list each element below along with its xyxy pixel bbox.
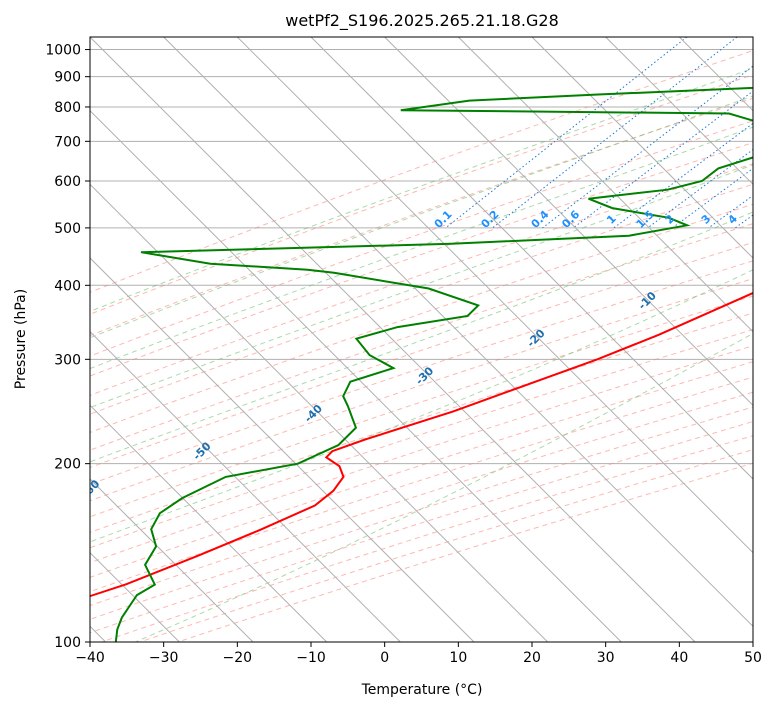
x-tick-label: 40 <box>670 650 688 666</box>
x-axis-ticks: −40 −30 −20 −10 0 10 20 30 40 50 <box>75 642 762 666</box>
x-tick-label: 50 <box>744 650 762 666</box>
x-tick-label: 30 <box>597 650 615 666</box>
y-tick-label: 300 <box>54 352 81 368</box>
x-tick-label: −10 <box>296 650 326 666</box>
y-tick-label: 900 <box>54 70 81 86</box>
y-tick-label: 400 <box>54 278 81 294</box>
plot-area <box>90 37 753 642</box>
x-tick-label: −20 <box>223 650 253 666</box>
x-axis-label: Temperature (°C) <box>361 682 483 698</box>
y-tick-label: 600 <box>54 174 81 190</box>
chart-title: wetPf2_S196.2025.265.21.18.G28 <box>285 11 559 31</box>
y-tick-label: 1000 <box>45 43 81 59</box>
x-tick-label: −40 <box>75 650 105 666</box>
y-axis-label: Pressure (hPa) <box>13 289 29 389</box>
y-axis-ticks: 100 200 300 400 500 600 700 800 900 1000 <box>45 43 90 651</box>
y-tick-label: 500 <box>54 221 81 237</box>
x-tick-label: 0 <box>380 650 389 666</box>
y-tick-label: 800 <box>54 100 81 116</box>
x-tick-label: 10 <box>449 650 467 666</box>
y-tick-label: 700 <box>54 134 81 150</box>
y-tick-label: 100 <box>54 635 81 651</box>
x-tick-label: 20 <box>523 650 541 666</box>
isotherm-line <box>753 37 775 642</box>
mixing-ratio-label: 6 <box>764 212 775 227</box>
isotherm-label: 0 <box>751 256 766 271</box>
y-tick-label: 200 <box>54 457 81 473</box>
x-tick-label: −30 <box>149 650 179 666</box>
